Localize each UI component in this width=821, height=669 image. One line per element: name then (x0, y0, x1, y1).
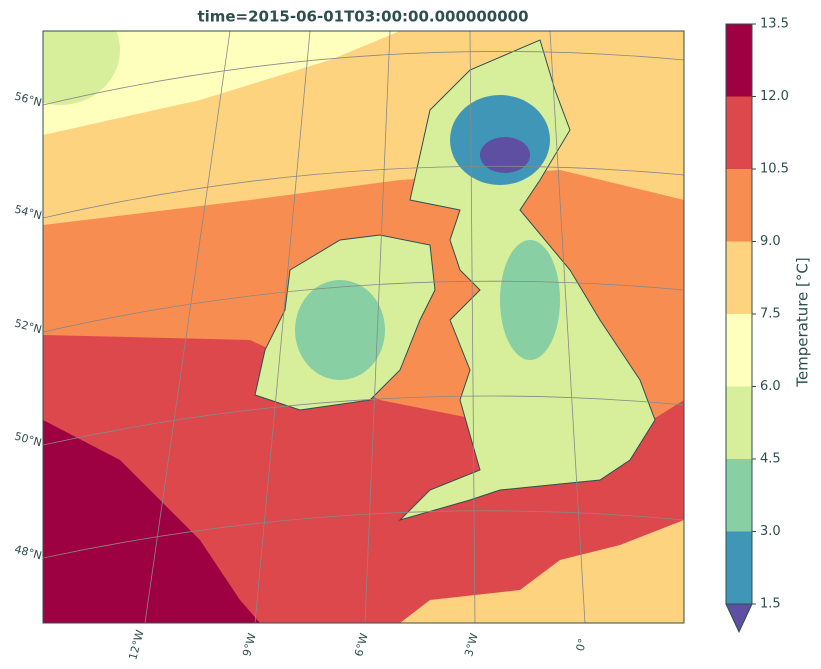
colorbar-band (726, 24, 752, 97)
colorbar-tick-label: 9.0 (760, 234, 781, 249)
colorbar-band (726, 241, 752, 314)
lat-label: 48°N (13, 543, 43, 563)
colorbar-band (726, 96, 752, 169)
lon-label: 6°W (352, 632, 371, 658)
colorbar-band (726, 169, 752, 242)
temperature-field (43, 31, 684, 623)
map-frame (42, 30, 685, 624)
lat-label: 54°N (13, 203, 43, 223)
lon-label: 12°W (126, 628, 146, 661)
colorbar-tick-label: 6.0 (760, 379, 781, 394)
lon-label: 3°W (462, 632, 481, 658)
lat-label: 50°N (13, 430, 43, 450)
colorbar-tick-label: 13.5 (760, 17, 789, 32)
lon-label: 9°W (240, 632, 259, 658)
colorbar-extend (725, 603, 753, 634)
lat-label: 56°N (13, 90, 43, 110)
colorbar-band (726, 459, 752, 532)
colorbar-tick-label: 1.5 (760, 597, 781, 612)
colorbar-label: Temperature [°C] (794, 257, 812, 387)
map-title: time=2015-06-01T03:00:00.000000000 (197, 8, 528, 26)
colorbar-tick-label: 10.5 (760, 162, 789, 177)
colorbar-tick-label: 4.5 (760, 452, 781, 467)
lat-label: 52°N (13, 317, 43, 337)
colorbar-tick-label: 7.5 (760, 307, 781, 322)
colorbar-band (726, 386, 752, 459)
colorbar-tick-label: 12.0 (760, 89, 789, 104)
lon-label: 0° (574, 637, 590, 652)
colorbar-band (726, 531, 752, 604)
colorbar-tick-label: 3.0 (760, 524, 781, 539)
colorbar-band (726, 314, 752, 387)
